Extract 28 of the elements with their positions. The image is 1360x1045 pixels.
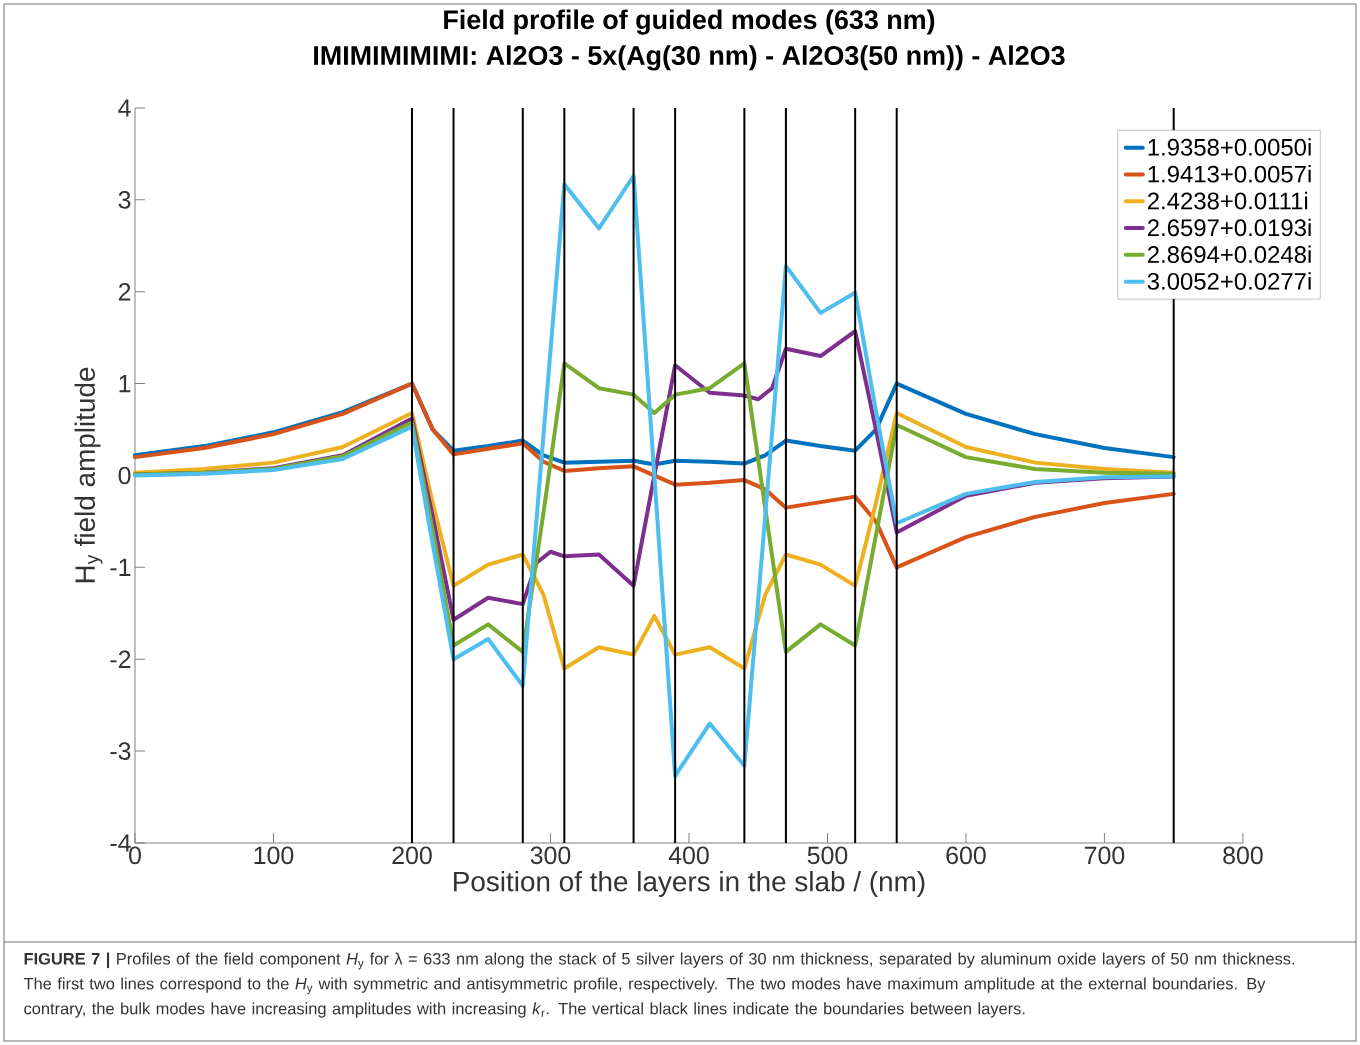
x-tick-label: 400 [668,846,709,865]
legend-label: 2.8694+0.0248i [1147,245,1311,264]
x-tick-label: 600 [946,846,986,865]
y-tick-label: 3 [118,191,131,209]
y-tick-label: 2 [118,283,131,301]
y-axis-title: H$_{y}$ field amplitude [74,367,103,583]
y-tick-label: -1 [110,558,131,576]
x-tick-label: 100 [254,846,294,865]
x-tick-label: 300 [530,846,571,865]
x-axis-title: Position of the layers in the slab / (nm) [454,871,925,897]
y-tick-label: 4 [118,99,131,117]
y-tick-label: -3 [110,742,131,760]
chart-subtitle: IMIMIMIMIMI: Al2O3 - 5x(Ag(30 nm) - Al2O3(50 nm)) - Al2O3 [314,45,1065,71]
y-tick-label: -2 [110,650,131,668]
y-tick-label: 0 [118,466,131,485]
x-tick-label: 800 [1223,846,1263,865]
chart-title: Field profile of guided modes (633 nm) [444,9,935,35]
legend-label: 1.9358+0.0050i [1148,138,1311,156]
y-tick-label: 1 [119,375,131,393]
legend-label: 2.6597+0.0193i [1147,218,1311,237]
legend-label: 3.0052+0.0277i [1147,272,1311,290]
x-tick-label: 700 [1084,846,1125,865]
legend-label: 2.4238+0.0111i [1147,191,1308,210]
text: FIGURE 7 | Profiles of the field component H$_{y}$ for λ = 633 nm along the stack of 5 silver layers of 30 nm thickness, separated by aluminum oxide layers of 50 nm thickness. The first two lines correspond to the H$_{y}$ with symmetric and antisymmetric profile, respectively. The two modes have maximum amplitude at the external boundaries. By contrary, the bulk modes have increasing amplitudes with increasing k$_{r}$. The vertical black lines indicate the boundaries between layers. [23,952,1295,1018]
x-tick-label: 200 [392,846,432,865]
y-tick-label: -4 [110,834,131,852]
x-tick-label: 500 [807,846,848,865]
legend-label: 1.9413+0.0057i [1148,165,1311,183]
